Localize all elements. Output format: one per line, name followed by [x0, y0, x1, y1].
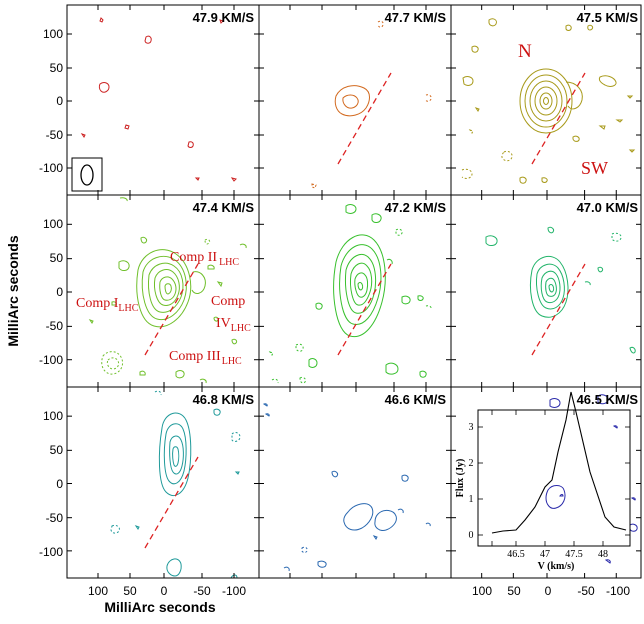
panel-46-8: [110, 390, 241, 578]
axis-line: [531, 72, 586, 165]
label-comp-2-sub: LHC: [219, 257, 239, 268]
spectrum-line: [491, 391, 627, 534]
velocity-label: 47.9 KM/S: [193, 10, 255, 25]
axis-line: [144, 456, 199, 549]
y-tick: -100: [39, 353, 63, 367]
velocity-label: 47.5 KM/S: [577, 10, 639, 25]
velocity-label: 47.7 KM/S: [385, 10, 447, 25]
y-tick: -100: [39, 545, 63, 559]
x-tick: -50: [577, 584, 595, 598]
inset-ylabel: Flux (Jy): [455, 459, 466, 498]
velocity-label: 46.8 KM/S: [193, 392, 255, 407]
inset-tick: 48: [598, 549, 608, 560]
y-tick: 50: [50, 251, 64, 265]
axis-line: [531, 263, 586, 356]
axis-line: [337, 72, 392, 165]
panel-ticks: [67, 5, 641, 578]
panel-47-4: [88, 197, 247, 384]
inset-tick: 1: [469, 494, 474, 505]
label-comp-4-b: IVLHC: [216, 316, 251, 334]
y-tick: 100: [43, 27, 63, 41]
x-tick: 0: [161, 584, 168, 598]
x-tick: 100: [88, 584, 108, 598]
label-comp-3-sub: LHC: [222, 356, 242, 367]
x-tick: 0: [545, 584, 552, 598]
spectrum-inset: 46.5 47 47.5 48 0 1 2 3 V (km/s) Flux (J…: [455, 391, 631, 572]
beam-box: [71, 157, 103, 192]
y-tick: 50: [50, 61, 64, 75]
panel-47-5: [461, 18, 636, 184]
x-tick-labels: 100 50 0 -50 -100 100 50 0 -50 -100: [88, 584, 630, 598]
label-comp-3-main: Comp III: [169, 349, 221, 364]
label-comp-4-sub: LHC: [231, 323, 251, 334]
y-tick: 0: [56, 285, 63, 299]
panel-47-2: [268, 204, 432, 384]
velocity-label: 46.6 KM/S: [385, 392, 447, 407]
velocity-label: 47.2 KM/S: [385, 200, 447, 215]
x-tick: 100: [472, 584, 492, 598]
panel-46-6: [263, 403, 431, 572]
x-axis-label: MilliArc seconds: [104, 599, 215, 615]
inset-tick: 2: [469, 458, 474, 469]
label-north: N: [518, 41, 532, 62]
panel-47-7: [311, 20, 432, 189]
y-tick: 0: [56, 94, 63, 108]
y-tick: 100: [43, 409, 63, 423]
y-tick: -100: [39, 161, 63, 175]
y-tick: 100: [43, 217, 63, 231]
x-tick: -50: [193, 584, 211, 598]
label-comp-3: Comp IIILHC: [169, 349, 242, 367]
panel-47-9: [80, 17, 237, 182]
panel-47-0: [485, 226, 636, 354]
label-comp-2-main: Comp II: [170, 250, 217, 265]
y-tick: -50: [46, 128, 64, 142]
x-tick: -100: [222, 584, 246, 598]
x-tick: 50: [123, 584, 137, 598]
inset-tick: 3: [469, 422, 474, 433]
x-tick: -100: [606, 584, 630, 598]
x-tick: 50: [507, 584, 521, 598]
label-comp-1-sub: LHC: [118, 303, 138, 314]
velocity-label: 47.0 KM/S: [577, 200, 639, 215]
label-comp-4-roman: IV: [216, 316, 231, 331]
inset-tick: 0: [469, 530, 474, 541]
y-tick-labels: 100 50 0 -50 -100 100 50 0 -50 -100 100 …: [39, 27, 63, 559]
axis-line: [144, 263, 199, 356]
label-comp-2: Comp II LHC: [170, 250, 239, 268]
label-southwest: SW: [581, 158, 608, 178]
label-comp-4-a: Comp: [211, 294, 245, 309]
panel-46-5: [545, 394, 638, 564]
inset-tick: 47: [540, 549, 550, 560]
y-tick: 50: [50, 443, 64, 457]
inset-tick: 47.5: [565, 549, 583, 560]
panel-frames: [66, 4, 642, 579]
y-tick: -50: [46, 319, 64, 333]
inset-tick: 46.5: [507, 549, 525, 560]
velocity-label: 47.4 KM/S: [193, 200, 255, 215]
y-tick: -50: [46, 511, 64, 525]
y-axis-label: MilliArc seconds: [5, 235, 21, 346]
y-tick: 0: [56, 477, 63, 491]
inset-xlabel: V (km/s): [538, 561, 575, 572]
label-comp-1: Comp ILHC: [76, 296, 139, 314]
velocity-label: 46.5 KM/S: [577, 392, 639, 407]
label-comp-1-main: Comp I: [76, 296, 119, 311]
axis-line: [337, 263, 392, 356]
